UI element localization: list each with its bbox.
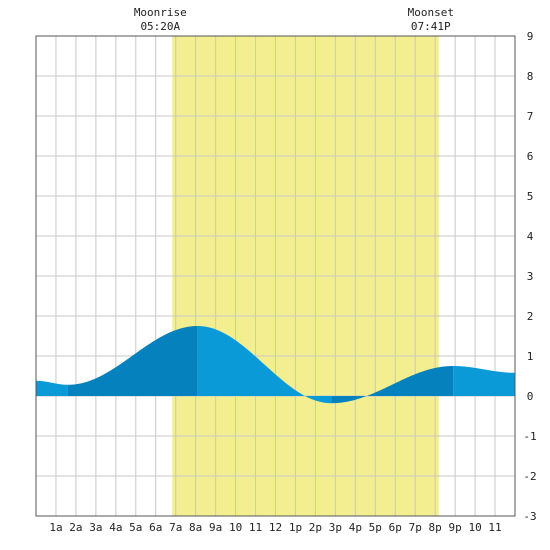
tide-area: [36, 326, 515, 404]
x-tick-label: 1p: [289, 521, 302, 534]
y-axis-tick-labels: 9 8 7 6 5 4 3 2 1 0 -1 -2 -3: [523, 30, 536, 523]
x-tick-label: 8a: [189, 521, 202, 534]
x-tick-label: 6a: [149, 521, 162, 534]
tide-segment-rising: [331, 366, 454, 404]
y-tick-label: 8: [527, 70, 534, 83]
x-tick-label: 3p: [329, 521, 342, 534]
x-tick-label: 9a: [209, 521, 222, 534]
x-tick-label: 1a: [49, 521, 62, 534]
x-axis-tick-labels: 1a 2a 3a 4a 5a 6a 7a 8a 9a 10 11 12 1p 2p 3p 4p 5p 6p 7p 8p…: [49, 521, 501, 534]
x-tick-label: 7p: [409, 521, 422, 534]
tide-segment-falling: [36, 380, 68, 396]
y-tick-label: 5: [527, 190, 534, 203]
y-tick-label: 7: [527, 110, 534, 123]
y-tick-label: 0: [527, 390, 534, 403]
y-tick-label: -1: [523, 430, 536, 443]
tide-segment-falling: [453, 366, 515, 396]
y-tick-label: 3: [527, 270, 534, 283]
x-tick-label: 11: [488, 521, 501, 534]
grid-lines: [35, 35, 516, 517]
x-tick-label: 10: [229, 521, 242, 534]
y-tick-label: 1: [527, 350, 534, 363]
x-tick-label: 4p: [349, 521, 362, 534]
y-tick-label: -2: [523, 470, 536, 483]
moonset-time: 07:41P: [411, 20, 451, 33]
x-tick-label: 6p: [389, 521, 402, 534]
x-tick-label: 5p: [369, 521, 382, 534]
tide-segment-rising: [67, 326, 198, 396]
x-tick-label: 10: [468, 521, 481, 534]
moonrise-label: Moonrise: [134, 6, 187, 19]
x-tick-label: 5a: [129, 521, 142, 534]
y-tick-label: 6: [527, 150, 534, 163]
x-tick-label: 9p: [449, 521, 462, 534]
x-tick-label: 7a: [169, 521, 182, 534]
plot-frame: [35, 35, 516, 517]
y-tick-label: 2: [527, 310, 534, 323]
y-tick-label: -3: [523, 510, 536, 523]
x-tick-label: 3a: [89, 521, 102, 534]
axes: [35, 35, 516, 517]
x-tick-label: 2a: [69, 521, 82, 534]
x-tick-label: 4a: [109, 521, 122, 534]
x-tick-label: 11: [249, 521, 262, 534]
x-tick-label: 2p: [309, 521, 322, 534]
y-tick-label: 4: [527, 230, 534, 243]
moonset-label: Moonset: [408, 6, 454, 19]
x-tick-label: 12: [269, 521, 282, 534]
y-tick-label: 9: [527, 30, 534, 43]
moonrise-time: 05:20A: [140, 20, 180, 33]
x-tick-label: 8p: [429, 521, 442, 534]
tide-segment-falling: [197, 326, 332, 404]
moon-annotations: Moonrise 05:20A Moonset 07:41P: [134, 6, 454, 33]
